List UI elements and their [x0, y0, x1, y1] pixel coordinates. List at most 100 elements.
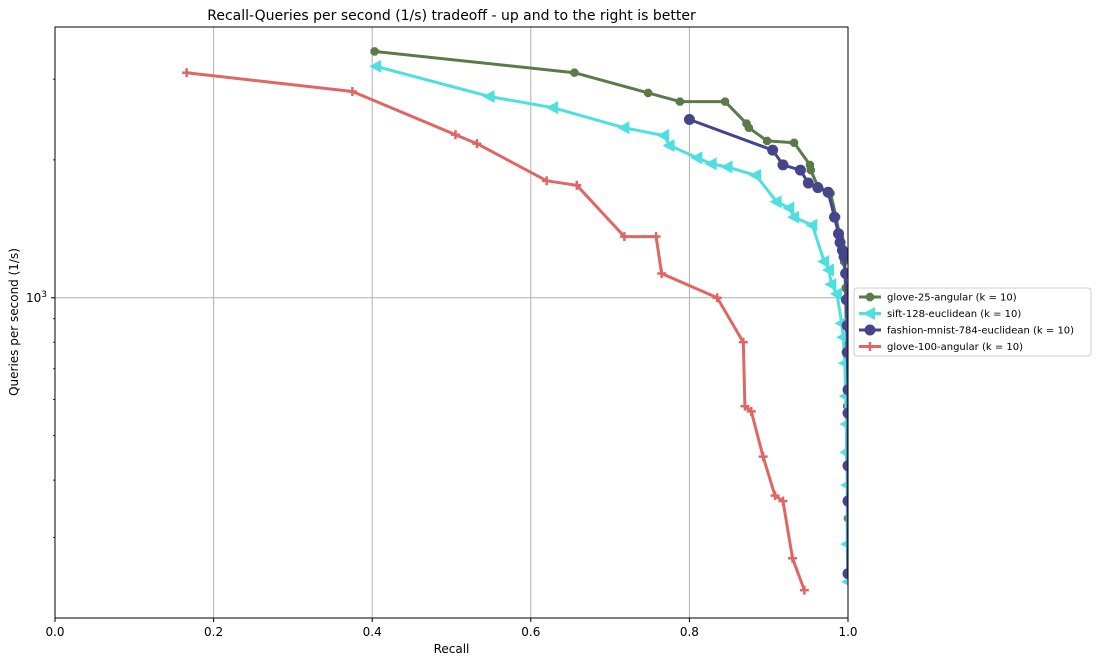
- data-point: [812, 182, 824, 194]
- data-point: [767, 144, 779, 156]
- series-3: [182, 68, 809, 595]
- legend-label: sift-128-euclidean (k = 10): [887, 309, 1021, 320]
- data-point: [777, 159, 789, 171]
- data-point: [744, 123, 753, 132]
- legend-label: fashion-mnist-784-euclidean (k = 10): [887, 326, 1074, 337]
- data-point: [841, 319, 848, 331]
- data-point: [840, 539, 848, 549]
- data-point: [720, 160, 733, 174]
- x-axis-label: Recall: [434, 642, 470, 656]
- legend-marker: [864, 324, 876, 336]
- data-point: [675, 97, 684, 106]
- chart-title: Recall-Queries per second (1/s) tradeoff…: [207, 8, 696, 24]
- data-point: [842, 407, 848, 419]
- legend-entry: glove-25-angular (k = 10): [859, 293, 1017, 304]
- plot-frame: [54, 26, 849, 619]
- data-point: [617, 121, 630, 135]
- gridlines: [55, 27, 848, 618]
- data-point: [712, 293, 722, 303]
- data-point: [822, 186, 834, 198]
- data-point: [644, 88, 653, 98]
- data-point: [821, 263, 834, 277]
- data-point: [842, 384, 848, 396]
- x-tick-label: 0.4: [363, 625, 382, 639]
- legend-marker: [865, 342, 875, 351]
- legend-entry: glove-100-angular (k = 10): [859, 342, 1023, 353]
- legend-label: glove-25-angular (k = 10): [887, 293, 1017, 304]
- data-point: [572, 180, 582, 190]
- legend-box: [853, 287, 1092, 357]
- data-point: [657, 129, 670, 143]
- y-tick-label: 103: [26, 290, 47, 305]
- data-point: [842, 568, 848, 580]
- data-point: [841, 346, 848, 358]
- data-point: [837, 357, 848, 369]
- data-point: [829, 287, 842, 301]
- data-point: [749, 168, 762, 182]
- data-point: [450, 130, 460, 140]
- legend-marker: [865, 292, 875, 302]
- data-point: [657, 268, 667, 278]
- data-point: [787, 553, 797, 563]
- data-point: [806, 165, 815, 175]
- x-tick-label: 0.8: [680, 625, 699, 639]
- data-point: [690, 151, 703, 165]
- data-point: [842, 495, 848, 507]
- legend-entry: sift-128-euclidean (k = 10): [859, 307, 1021, 320]
- data-point: [839, 447, 848, 457]
- data-point: [683, 113, 695, 125]
- y-axis: 103: [26, 78, 55, 538]
- series-line: [375, 64, 848, 582]
- data-point: [832, 228, 844, 240]
- data-point: [546, 101, 559, 115]
- data-point: [799, 585, 809, 595]
- data-point: [763, 136, 772, 146]
- x-tick-label: 0.6: [521, 625, 540, 639]
- data-point: [836, 330, 848, 344]
- data-point: [482, 90, 495, 104]
- data-point: [704, 157, 717, 171]
- data-point: [840, 480, 848, 490]
- series-line: [688, 118, 848, 574]
- data-point: [794, 164, 806, 176]
- series-0: [370, 47, 848, 523]
- data-point: [720, 97, 730, 106]
- legend: glove-25-angular (k = 10) sift-128-euclid…: [853, 287, 1092, 357]
- data-point: [740, 401, 750, 411]
- data-point: [789, 138, 799, 147]
- series-2: [683, 113, 848, 580]
- data-point: [805, 218, 818, 232]
- series-layer: [182, 47, 848, 595]
- legend-entry: fashion-mnist-784-euclidean (k = 10): [859, 324, 1074, 337]
- data-point: [619, 232, 629, 242]
- data-point: [817, 255, 830, 269]
- x-tick-label: 0.0: [45, 625, 64, 639]
- data-point: [769, 195, 782, 209]
- series-1: [369, 59, 848, 586]
- data-point: [746, 406, 756, 416]
- data-point: [787, 210, 800, 224]
- data-point: [738, 337, 748, 347]
- series-line: [374, 49, 848, 519]
- data-point: [651, 232, 661, 242]
- y-axis-label: Queries per second (1/s): [7, 248, 21, 396]
- data-point: [542, 176, 552, 186]
- data-point: [802, 177, 814, 189]
- data-point: [570, 68, 579, 77]
- data-point: [842, 460, 848, 472]
- x-axis: 0.0 0.2 0.4 0.6 0.8 1.0: [45, 618, 858, 639]
- data-point: [347, 87, 357, 97]
- data-point: [839, 419, 848, 429]
- data-point: [838, 251, 848, 263]
- data-point: [840, 267, 848, 279]
- data-point: [662, 138, 675, 152]
- legend-marker: [863, 307, 875, 320]
- legend-label: glove-100-angular (k = 10): [887, 342, 1023, 353]
- data-point: [840, 294, 848, 306]
- data-point: [782, 201, 795, 215]
- data-point: [182, 68, 192, 78]
- series-line: [186, 71, 806, 591]
- x-tick-label: 1.0: [838, 625, 857, 639]
- data-point: [472, 139, 482, 149]
